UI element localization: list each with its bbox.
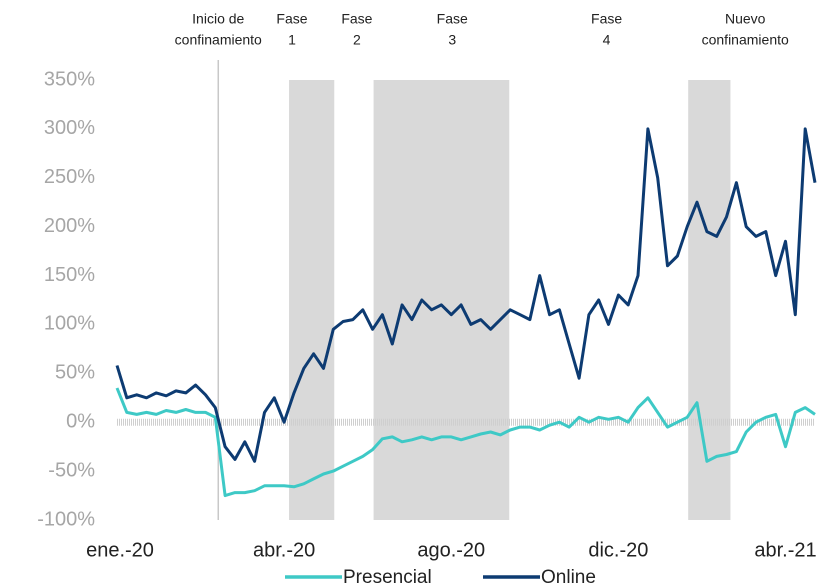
y-tick-label: 0% [66, 411, 95, 433]
phase-band [688, 80, 731, 520]
annotation: Fase [437, 11, 468, 27]
x-tick-label: abr.-20 [253, 539, 315, 561]
legend-label: Presencial [343, 567, 432, 588]
y-tick-label: 300% [44, 117, 95, 139]
annotation: 3 [448, 32, 456, 48]
y-tick-label: -100% [37, 508, 95, 530]
annotation: Inicio de [192, 11, 244, 27]
annotation: confinamiento [702, 32, 789, 48]
annotation: 4 [603, 32, 611, 48]
legend-label: Online [541, 567, 596, 588]
phase-band [373, 80, 510, 520]
series-line [115, 387, 816, 498]
y-tick-label: -50% [48, 459, 95, 481]
y-tick-label: 150% [44, 264, 95, 286]
annotation: Fase [341, 11, 372, 27]
phase-band [289, 80, 335, 520]
x-tick-label: dic.-20 [588, 539, 648, 561]
annotation: Fase [591, 11, 622, 27]
annotation: 2 [353, 32, 361, 48]
y-tick-label: 200% [44, 215, 95, 237]
y-tick-label: 50% [55, 362, 95, 384]
annotation: confinamiento [175, 32, 262, 48]
annotation: Fase [276, 11, 307, 27]
y-tick-label: 250% [44, 166, 95, 188]
annotation: Nuevo [725, 11, 766, 27]
x-tick-label: abr.-21 [754, 539, 816, 561]
y-tick-label: 100% [44, 313, 95, 335]
annotation: 1 [288, 32, 296, 48]
x-tick-label: ago.-20 [417, 539, 485, 561]
series-line [115, 127, 817, 463]
x-tick-label: ene.-20 [86, 539, 154, 561]
y-tick-label: 350% [44, 68, 95, 90]
